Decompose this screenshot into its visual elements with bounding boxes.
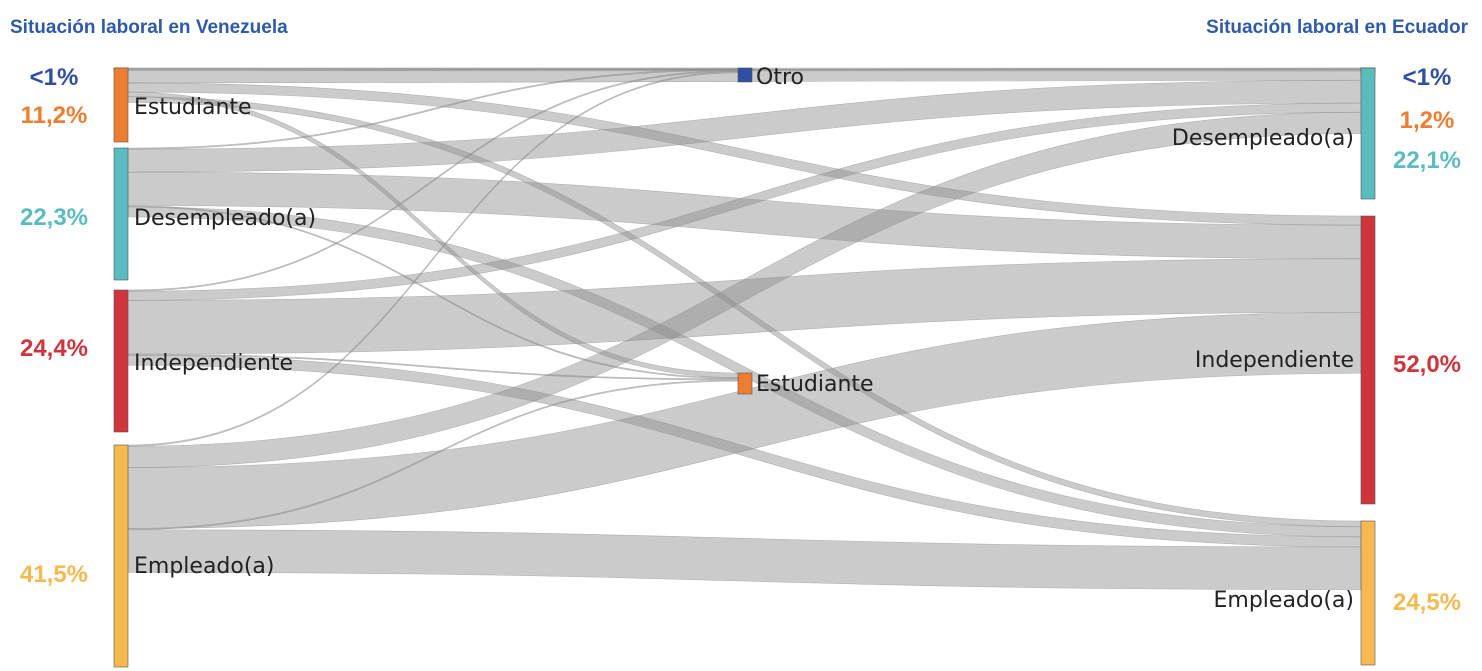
- node-label-E_emp: Empleado(a): [1214, 588, 1355, 613]
- node-label-E_des: Desempleado(a): [1172, 126, 1354, 151]
- node-E_emp: [1360, 520, 1376, 666]
- node-V_des: [113, 147, 129, 281]
- node-label-E_ind: Independiente: [1195, 348, 1354, 373]
- node-M_otro: [737, 67, 753, 83]
- node-E_ind: [1360, 215, 1376, 505]
- pct-label-V_ind: 24,4%: [20, 335, 88, 362]
- node-label-V_des: Desempleado(a): [134, 206, 316, 231]
- pct-label-V_est: 11,2%: [21, 102, 88, 129]
- pct-label-E_emp: 24,5%: [1393, 589, 1461, 616]
- pct-label-E_est: 1,2%: [1400, 107, 1455, 134]
- node-V_ind: [113, 289, 129, 433]
- node-label-V_est: Estudiante: [134, 95, 252, 120]
- node-M_est: [737, 372, 753, 395]
- pct-label-E_ind: 52,0%: [1393, 351, 1461, 378]
- sankey-nodes: [113, 67, 1376, 668]
- left-column-title: Situación laboral en Venezuela: [10, 17, 288, 38]
- sankey-labels: <1% Estudiante 11,2% Desempleado(a) 22,3% Ind…: [20, 64, 1461, 616]
- pct-label-E_des: 22,1%: [1393, 147, 1461, 174]
- node-label-V_ind: Independiente: [134, 351, 293, 376]
- node-label-M_otro: Otro: [756, 65, 804, 90]
- sankey-links: [127, 67, 1362, 590]
- right-column-title: Situación laboral en Ecuador: [1206, 17, 1468, 38]
- node-V_emp: [113, 444, 129, 668]
- pct-label-V_emp: 41,5%: [20, 561, 88, 588]
- pct-label-V_otro: <1%: [30, 64, 79, 91]
- node-label-M_est: Estudiante: [756, 372, 874, 397]
- node-E_des: [1360, 67, 1376, 200]
- node-label-V_emp: Empleado(a): [134, 554, 275, 579]
- pct-label-E_otro: <1%: [1403, 64, 1452, 91]
- node-V_est: [113, 67, 129, 143]
- pct-label-V_des: 22,3%: [20, 204, 88, 231]
